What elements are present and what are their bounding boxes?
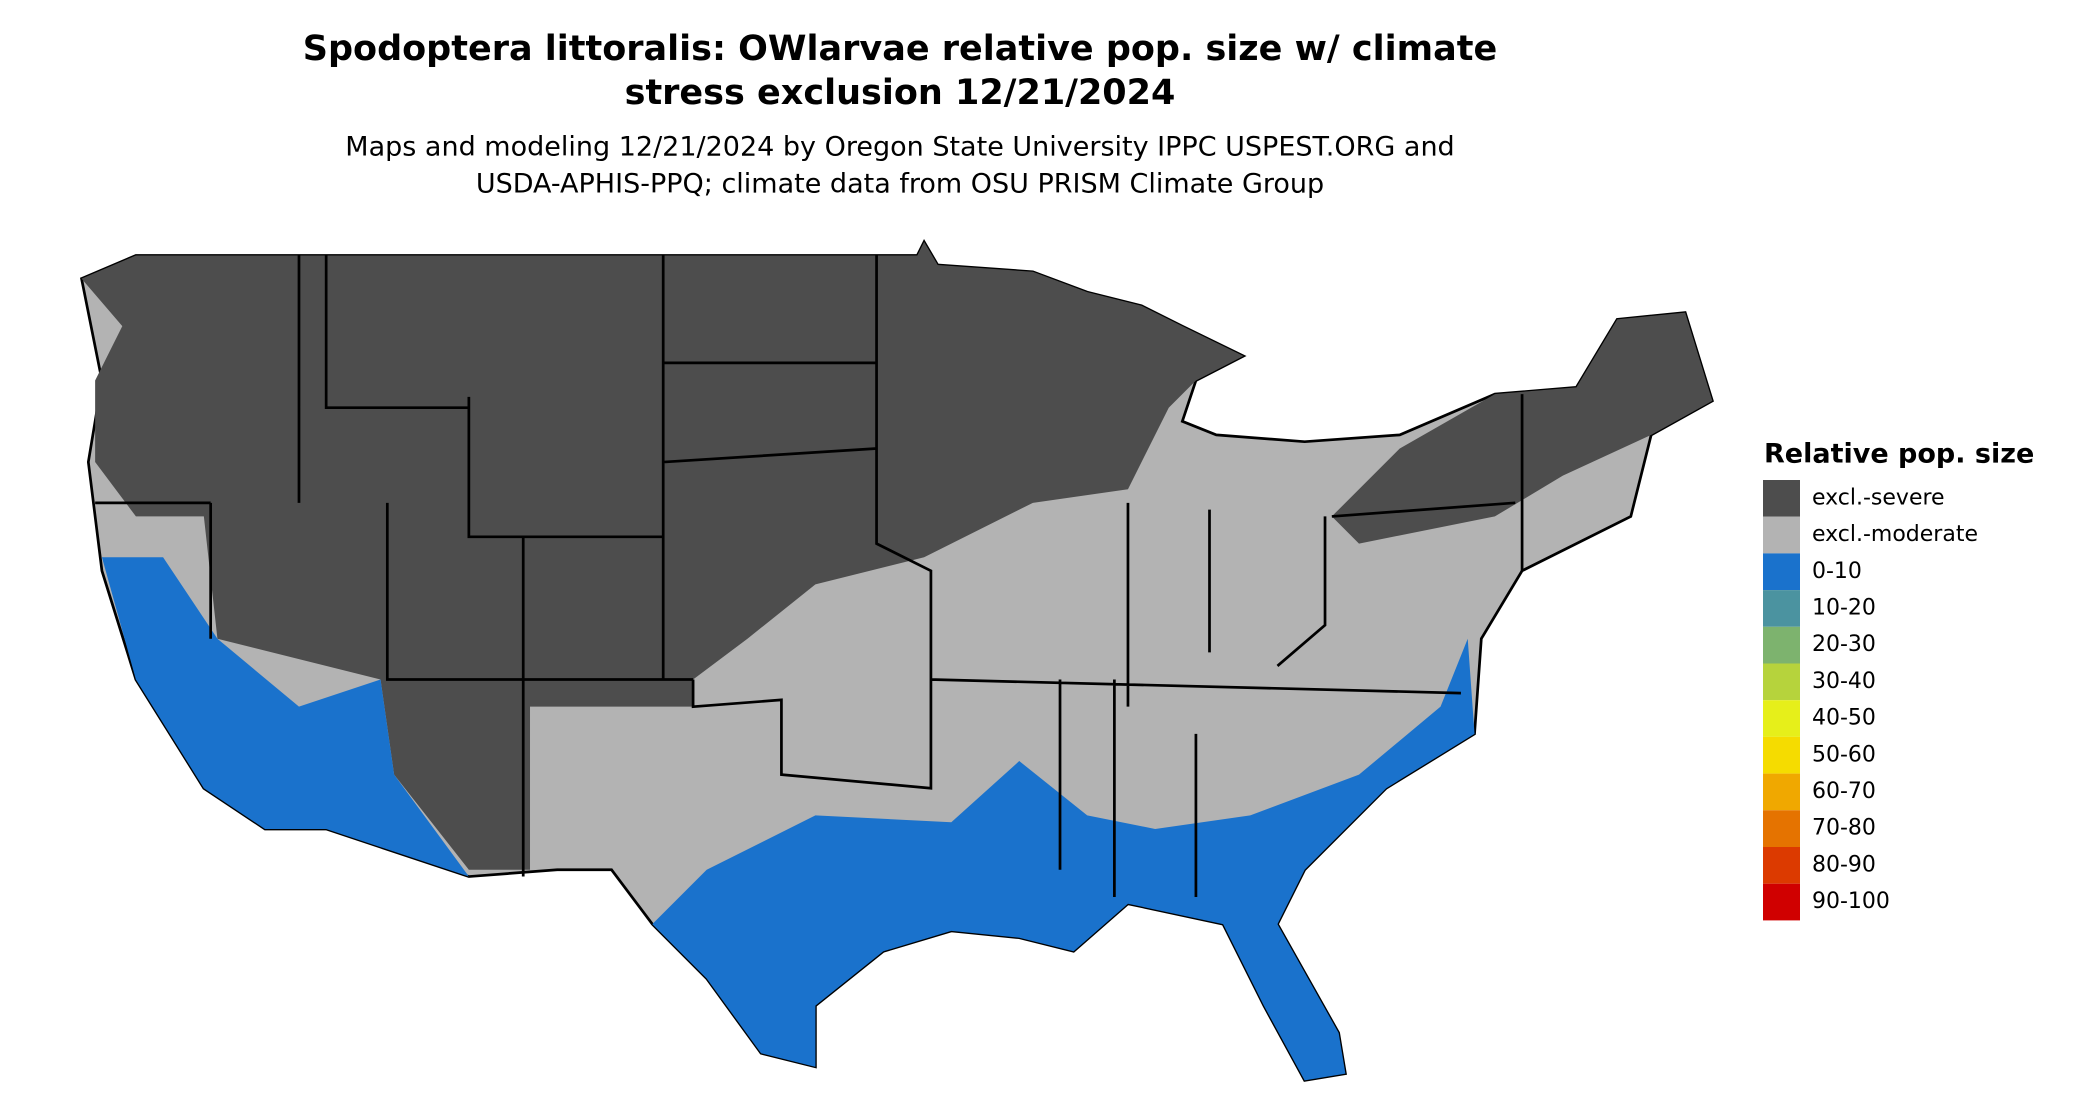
legend-swatch [1763, 847, 1800, 884]
title: Spodoptera littoralis: OWlarvae relative… [303, 29, 1497, 69]
legend-label: 20-30 [1812, 632, 1876, 657]
legend-title: Relative pop. size [1764, 439, 2034, 470]
legend-label: 90-100 [1812, 889, 1890, 914]
legend-label: 80-90 [1812, 852, 1876, 877]
legend-label: 70-80 [1812, 816, 1876, 841]
legend-swatch [1763, 736, 1800, 774]
state-borders [95, 255, 1524, 897]
legend-swatch [1763, 810, 1800, 847]
legend-swatch [1763, 700, 1800, 737]
legend-swatch [1763, 626, 1800, 664]
legend-label: 50-60 [1812, 742, 1876, 767]
legend-swatch [1763, 663, 1800, 701]
low-pop-region [101, 557, 469, 877]
legend-swatch [1763, 590, 1800, 627]
legend-swatch [1763, 553, 1800, 591]
legend: excl.-severe excl.-moderate 0-10 10-20 20-30… [1763, 480, 1978, 921]
legend-label: 30-40 [1812, 669, 1876, 694]
subtitle: USDA-APHIS-PPQ; climate data from OSU PR… [476, 169, 1324, 200]
legend-label: 10-20 [1812, 595, 1876, 620]
legend-label: 0-10 [1812, 559, 1862, 584]
subtitle: Maps and modeling 12/21/2024 by Oregon S… [345, 132, 1454, 163]
low-pop-region [652, 638, 1475, 1081]
us-map [79, 239, 1714, 1082]
legend-label: excl.-severe [1812, 485, 1945, 510]
title: stress exclusion 12/21/2024 [625, 73, 1176, 113]
legend-swatch [1763, 516, 1800, 554]
legend-swatch [1763, 773, 1800, 811]
legend-swatch [1763, 480, 1800, 517]
legend-swatch [1763, 883, 1800, 921]
legend-label: 60-70 [1812, 779, 1876, 804]
legend-label: 40-50 [1812, 706, 1876, 731]
legend-label: excl.-moderate [1812, 522, 1978, 547]
